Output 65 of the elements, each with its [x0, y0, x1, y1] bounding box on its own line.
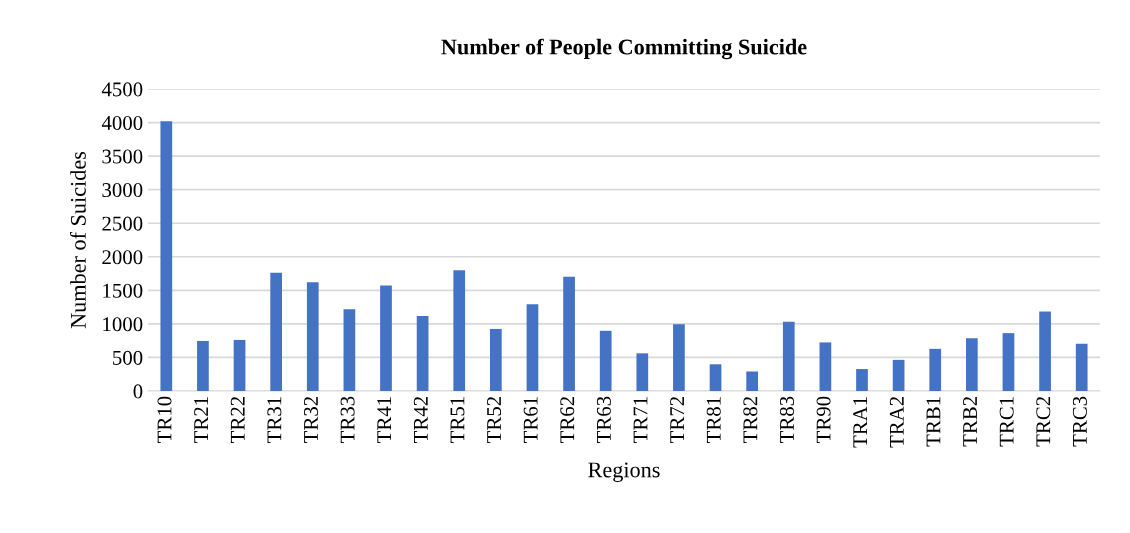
- bar: [270, 272, 283, 391]
- x-tick-label: TR31: [267, 397, 282, 443]
- y-axis-title: Number of Suicides: [69, 151, 86, 329]
- y-tick-label: 1000: [103, 317, 143, 332]
- chart-title: Number of People Committing Suicide: [441, 38, 807, 60]
- y-tick-label: 1500: [103, 283, 143, 298]
- bar: [599, 330, 612, 391]
- x-tick-label: TR22: [230, 397, 245, 443]
- bar: [306, 282, 319, 391]
- bar: [1002, 333, 1015, 391]
- bar: [1075, 343, 1088, 391]
- x-tick-label: TR32: [303, 397, 318, 443]
- bar: [416, 315, 429, 391]
- bar: [160, 121, 173, 391]
- bar: [489, 328, 502, 391]
- x-tick-label: TR42: [413, 397, 428, 443]
- x-tick-label: TR51: [450, 397, 465, 443]
- x-tick-label: TR62: [560, 397, 575, 443]
- bar: [453, 270, 466, 391]
- bar: [856, 369, 868, 391]
- x-tick-label: TR41: [377, 397, 392, 443]
- bar: [233, 339, 246, 391]
- x-tick-label: TR83: [779, 396, 794, 443]
- y-tick-label: 2500: [102, 216, 143, 231]
- bar: [526, 304, 539, 391]
- y-tick-label: 500: [113, 350, 143, 365]
- bar: [819, 342, 832, 391]
- x-tick-label: TR90: [816, 396, 831, 443]
- bar: [709, 364, 722, 391]
- x-tick-label: TRB2: [963, 397, 977, 447]
- bar: [746, 371, 759, 391]
- bar: [563, 276, 575, 391]
- bar: [965, 338, 978, 391]
- x-tick-label: TRC1: [999, 397, 1014, 447]
- bar: [1039, 311, 1051, 391]
- x-tick-label: TR21: [194, 397, 208, 443]
- x-tick-label: TR52: [487, 397, 502, 443]
- bar: [636, 353, 649, 391]
- y-tick-label: 0: [133, 384, 143, 399]
- bar: [892, 359, 905, 391]
- x-tick-label: TR71: [633, 397, 648, 443]
- x-tick-label: TR81: [706, 397, 721, 443]
- x-tick-label: TR72: [670, 397, 684, 443]
- x-tick-label: TRA1: [853, 397, 868, 448]
- x-tick-label: TRC2: [1036, 397, 1051, 447]
- bar: [343, 309, 356, 391]
- x-tick-label: TR61: [523, 397, 538, 443]
- y-tick-label: 4500: [101, 82, 143, 97]
- x-tick-label: TRA2: [889, 397, 904, 448]
- x-tick-label: TRC3: [1072, 396, 1087, 447]
- x-tick-label: TR82: [743, 397, 758, 443]
- x-tick-label: TR10: [157, 396, 172, 443]
- y-tick-label: 2000: [102, 250, 143, 265]
- bar: [782, 321, 795, 391]
- x-tick-label: TR33: [340, 396, 355, 443]
- x-tick-label: TRB1: [926, 397, 941, 447]
- y-tick-label: 4000: [101, 115, 143, 130]
- bar: [929, 348, 942, 391]
- x-tick-label: TR63: [596, 396, 611, 443]
- bar: [197, 340, 209, 391]
- y-tick-label: 3000: [102, 183, 143, 198]
- bar: [673, 324, 685, 391]
- y-tick-label: 3500: [102, 149, 143, 164]
- x-axis-title: Regions: [588, 462, 660, 482]
- bar: [380, 285, 392, 391]
